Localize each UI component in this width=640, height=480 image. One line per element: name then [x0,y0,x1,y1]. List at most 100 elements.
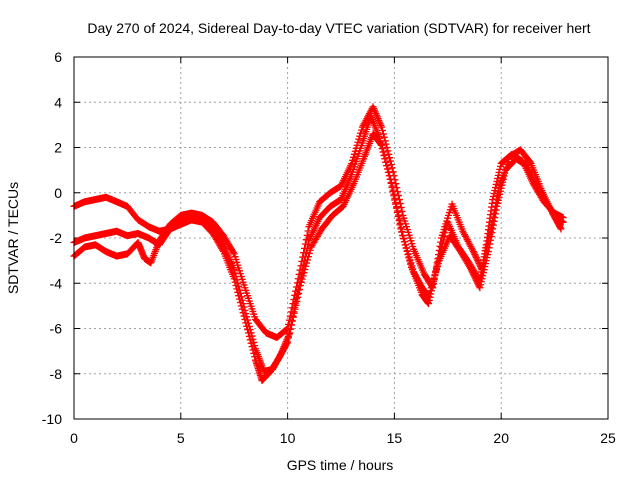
data-point-marker [479,262,487,270]
data-point-marker [250,338,258,346]
y-axis-title: SDTVAR / TECUs [5,182,21,294]
data-point-marker [469,248,477,256]
x-tick-label: 25 [600,430,616,446]
data-point-marker [471,273,479,281]
data-point-marker [431,271,439,279]
data-point-marker [493,177,501,185]
data-point-marker [436,242,444,250]
data-point-marker [379,130,387,138]
data-point-marker [236,286,244,294]
data-point-marker [299,253,307,261]
data-point-marker [556,224,564,232]
data-point-marker [477,281,485,289]
data-point-marker [486,230,494,238]
data-point-marker [477,278,485,286]
data-point-marker [283,325,291,333]
data-point-marker [479,272,487,280]
data-point-marker [492,199,500,207]
data-point-marker [389,186,397,194]
data-point-marker [290,295,298,303]
data-point-marker [284,325,292,332]
data-point-marker [425,293,433,301]
data-point-marker [432,267,440,275]
data-point-marker [350,150,358,158]
data-point-marker [237,293,245,301]
x-tick-label: 10 [280,430,296,446]
data-point-marker [401,238,409,246]
data-point-marker [303,259,311,267]
data-point-marker [385,150,393,158]
data-point-marker [469,270,477,278]
data-point-marker [388,182,396,190]
data-point-marker [491,206,499,214]
data-point-marker [288,304,296,312]
x-tick-label: 5 [177,430,185,446]
data-point-marker [288,321,296,329]
data-point-marker [380,133,388,141]
data-point-marker [394,192,402,200]
data-point-marker [286,329,294,337]
data-point-marker [494,174,502,182]
data-point-marker [386,154,394,162]
data-point-marker [466,264,474,272]
data-point-marker [435,251,443,259]
data-point-marker [391,176,399,184]
data-point-marker [284,320,292,328]
data-point-marker [481,253,489,261]
data-point-marker [406,256,414,264]
data-point-marker [349,153,357,161]
data-point-marker [408,262,416,270]
data-point-marker [490,190,498,198]
data-point-marker [405,253,413,261]
data-point-marker [251,342,259,350]
plot-frame [73,56,609,420]
y-tick-label: 0 [54,185,62,201]
data-point-marker [236,289,244,297]
data-point-marker [286,312,294,320]
data-point-marker [387,160,395,168]
data-point-marker [472,275,480,283]
series-track-c [70,103,565,342]
data-point-marker [378,123,386,131]
data-point-marker [469,269,477,277]
data-point-marker [403,247,411,255]
data-point-marker [287,308,295,316]
data-point-marker [425,300,433,308]
data-point-marker [479,269,487,277]
grid-lines [74,57,608,419]
data-point-marker [472,252,480,260]
data-point-marker [490,209,498,217]
series-track-b [70,130,567,375]
data-point-marker [492,180,500,188]
y-tick-label: 2 [54,140,62,156]
data-point-marker [229,248,237,256]
data-point-marker [474,257,482,265]
data-point-marker [396,199,404,207]
data-point-marker [388,164,396,172]
data-point-marker [391,194,399,202]
y-tick-label: 6 [54,49,62,65]
data-point-marker [407,259,415,267]
data-point-marker [249,335,257,343]
data-point-marker [378,127,386,135]
data-point-marker [487,224,495,232]
data-point-marker [434,255,442,263]
data-point-marker [432,263,440,271]
data-point-marker [470,272,478,280]
data-point-marker [348,159,356,167]
data-point-marker [400,235,408,243]
x-tick-label: 15 [387,430,403,446]
data-point-marker [349,156,357,164]
data-point-marker [398,228,406,236]
data-point-marker [288,317,296,325]
data-point-marker [425,296,433,304]
data-point-marker [387,179,395,187]
data-point-marker [384,147,392,155]
data-point-marker [383,162,391,170]
data-point-marker [430,275,438,283]
data-point-marker [302,236,310,244]
data-point-marker [243,313,251,321]
data-point-marker [472,254,480,262]
data-point-marker [292,287,300,295]
